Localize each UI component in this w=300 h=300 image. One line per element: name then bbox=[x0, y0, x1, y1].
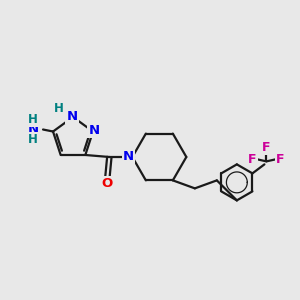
Text: H: H bbox=[54, 101, 64, 115]
Text: O: O bbox=[102, 178, 113, 190]
Text: H: H bbox=[28, 133, 38, 146]
Text: H: H bbox=[28, 113, 38, 126]
Text: F: F bbox=[276, 153, 285, 166]
Text: N: N bbox=[28, 123, 39, 136]
Text: F: F bbox=[262, 141, 271, 154]
Text: F: F bbox=[248, 153, 257, 166]
Text: N: N bbox=[123, 151, 134, 164]
Text: N: N bbox=[66, 110, 78, 122]
Text: N: N bbox=[88, 124, 100, 137]
